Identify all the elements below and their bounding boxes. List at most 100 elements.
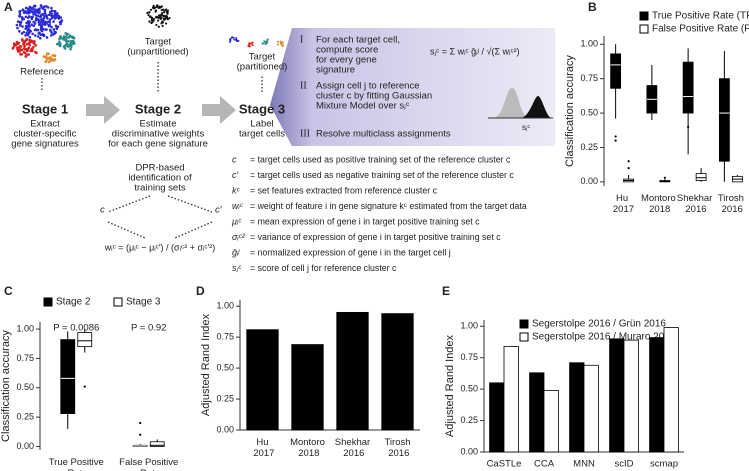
cell <box>25 42 29 46</box>
y-tick-label: 0.25 <box>580 142 598 152</box>
cell <box>18 30 21 33</box>
cell <box>146 11 149 15</box>
text-line: training sets <box>134 183 185 194</box>
dotted-arrows <box>41 62 263 239</box>
text-line: target cells <box>239 129 285 140</box>
cell <box>46 16 49 20</box>
cell <box>22 17 25 21</box>
panel-label: C <box>4 284 13 298</box>
cell <box>45 52 49 56</box>
box <box>718 78 730 162</box>
cell <box>161 24 164 28</box>
text-line: Mixture Model over sⱼᶜ <box>316 101 410 112</box>
legend-swatch <box>113 297 123 307</box>
text-line: (partitioned) <box>237 62 288 73</box>
cell <box>67 36 71 39</box>
x-tick-label: MNN <box>573 459 595 470</box>
cell <box>25 53 28 56</box>
cell <box>34 44 38 47</box>
cell <box>27 22 31 26</box>
x-tick-label: Hu 2017 <box>610 193 634 215</box>
cell <box>237 39 240 42</box>
cell <box>28 43 32 47</box>
cell <box>70 45 73 48</box>
legend-label: True Positive Rate (TPR) <box>652 11 749 22</box>
cell <box>24 34 27 37</box>
cell <box>34 14 38 17</box>
cell <box>42 22 46 26</box>
cell <box>58 20 62 24</box>
cell <box>18 14 21 18</box>
cell <box>160 8 163 12</box>
cell <box>160 12 164 15</box>
cell <box>18 44 22 48</box>
cell <box>42 19 45 23</box>
panel-label: A <box>4 0 13 14</box>
text-line: Label <box>250 119 273 130</box>
cell <box>251 41 254 44</box>
def-symbol: c′ <box>232 170 239 180</box>
gaussian <box>492 88 530 118</box>
text-line: discriminative weights <box>112 129 205 140</box>
cell <box>248 42 251 45</box>
cell <box>30 23 34 26</box>
y-axis-label: Adjusted Rand Index <box>200 313 212 416</box>
cell <box>16 50 20 53</box>
cell <box>71 40 74 44</box>
cell <box>19 23 22 26</box>
text-line: Target <box>145 37 172 48</box>
cell <box>72 36 76 40</box>
cell <box>50 59 53 62</box>
panel-label: B <box>588 0 597 14</box>
bar <box>381 313 414 431</box>
y-tick-label: 0.25 <box>216 393 234 403</box>
cell <box>155 4 159 8</box>
def-symbol: σᵢᶜ² <box>232 232 246 242</box>
cell <box>160 16 163 19</box>
legend-label: Segerstolpe 2016 / Muraro 2016 <box>532 332 676 343</box>
cell <box>18 9 22 13</box>
def-symbol: kᶜ <box>232 185 241 195</box>
cell <box>31 32 34 36</box>
cell <box>166 9 170 12</box>
arrow <box>86 96 120 124</box>
cell <box>231 36 234 39</box>
cell <box>229 40 232 43</box>
cell <box>28 20 31 24</box>
cell <box>36 28 40 32</box>
legend-label: Stage 2 <box>56 297 91 308</box>
y-tick-label: 0.00 <box>460 446 478 456</box>
cell <box>24 15 28 19</box>
x-tick-label: Tirosh 2016 <box>718 193 744 215</box>
cell <box>43 14 46 18</box>
x-tick-label: True Positive Rate <box>49 457 104 471</box>
y-tick-label: 0.00 <box>16 441 34 451</box>
cell <box>39 14 43 17</box>
bar <box>649 337 665 453</box>
cell <box>157 19 160 22</box>
bar <box>543 389 559 453</box>
legend-label: Segerstolpe 2016 / Grün 2016 <box>532 319 666 330</box>
legend-label: False Positive Rate (FPR) <box>652 24 749 35</box>
y-tick-label: 0.50 <box>16 382 34 392</box>
cell <box>159 14 162 18</box>
cell <box>52 28 56 31</box>
outlier <box>139 433 142 436</box>
bar <box>583 364 599 453</box>
gaussian <box>520 96 552 118</box>
outlier <box>627 167 630 170</box>
cell <box>33 22 37 25</box>
cell <box>53 17 57 20</box>
cell <box>59 22 62 26</box>
cell <box>50 6 53 10</box>
cell <box>44 54 48 58</box>
cell <box>235 37 238 40</box>
y-tick-label: 0.75 <box>216 332 234 342</box>
cell <box>280 41 283 44</box>
cell <box>33 4 37 8</box>
cell <box>262 42 265 45</box>
cell <box>276 43 279 46</box>
cell <box>46 57 49 61</box>
cell <box>37 32 40 35</box>
cell <box>60 19 64 22</box>
